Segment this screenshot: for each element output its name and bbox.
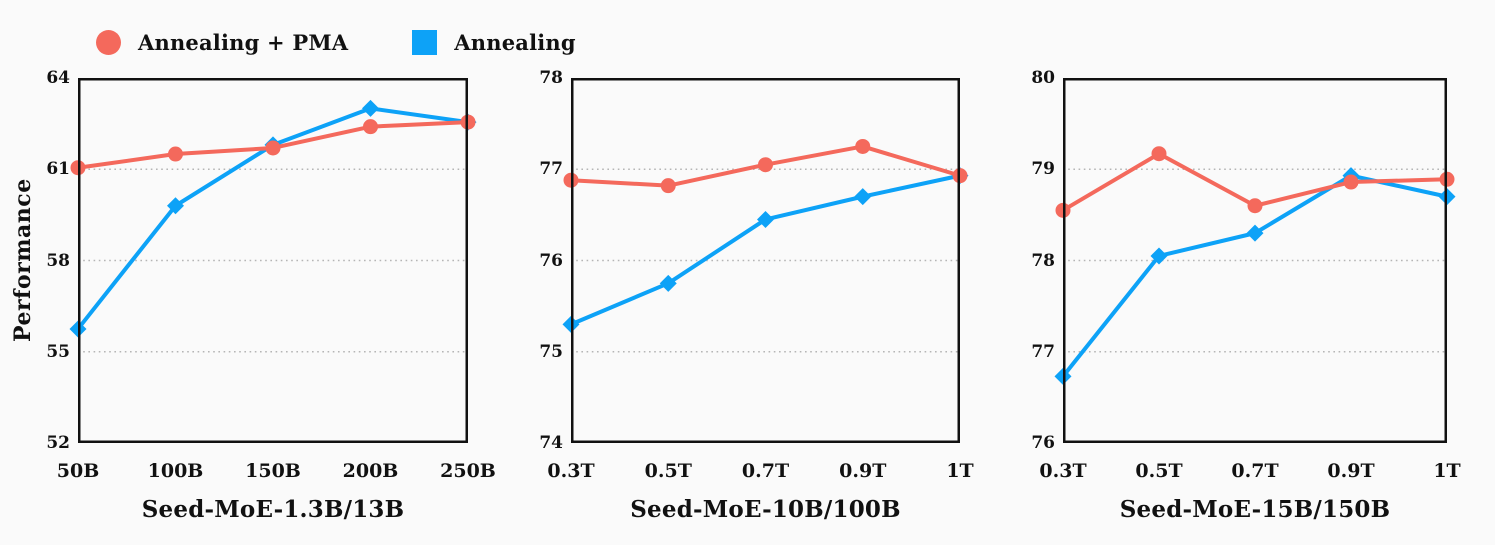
legend-label: Annealing + PMA: [138, 30, 349, 55]
x-tick-label: 0.3T: [1039, 460, 1087, 482]
circle-marker-icon: [758, 157, 773, 173]
chart-panel-seed-moe-15b: Seed-MoE-15B/150B 76 77 78 79 80 0.3T 0.5T 0.7T…: [1031, 68, 1460, 523]
legend-label: Annealing: [454, 30, 576, 55]
x-tick-label: 50B: [56, 460, 100, 482]
red-circle-marker-icon: [96, 30, 121, 55]
y-tick-label: 52: [46, 433, 70, 453]
y-tick-label: 61: [46, 159, 70, 180]
axis-frame: [78, 78, 468, 443]
legend-item-annealing-pma: Annealing + PMA: [96, 30, 348, 55]
x-tick-label: 0.5T: [644, 460, 692, 482]
diamond-marker-icon: [362, 99, 379, 117]
x-tick-label: 200B: [342, 460, 399, 482]
circle-marker-icon: [168, 146, 183, 162]
axis-frame: [571, 78, 960, 443]
circle-marker-icon: [363, 119, 378, 135]
circle-marker-icon: [1343, 174, 1359, 190]
x-tick-label: 150B: [245, 460, 301, 482]
x-tick-label: 100B: [147, 460, 204, 482]
x-tick-label: 1T: [946, 460, 974, 482]
x-tick-label: 0.5T: [1135, 460, 1183, 482]
y-tick-label: 78: [539, 68, 563, 88]
axis-frame: [1063, 78, 1447, 443]
x-tick-label: 0.7T: [741, 460, 790, 482]
circle-marker-icon: [855, 138, 871, 154]
chart-title: Seed-MoE-1.3B/13B: [141, 496, 405, 523]
y-tick-label: 80: [1031, 68, 1055, 88]
circle-marker-icon: [265, 140, 281, 156]
y-tick-label: 76: [1031, 433, 1055, 453]
x-tick-label: 0.9T: [1327, 460, 1375, 482]
x-tick-label: 250B: [440, 460, 496, 482]
blue-square-marker-icon: [412, 30, 438, 55]
x-tick-label: 1T: [1433, 460, 1461, 482]
y-tick-label: 64: [46, 68, 70, 88]
plot-canvas: [1054, 78, 1456, 443]
legend: Annealing + PMA Annealing: [96, 30, 576, 55]
y-tick-label: 75: [539, 341, 563, 362]
y-tick-label: 74: [539, 433, 563, 453]
y-tick-label: 58: [46, 250, 70, 271]
x-tick-label: 0.3T: [547, 460, 595, 482]
diamond-marker-icon: [854, 188, 872, 206]
circle-marker-icon: [1151, 146, 1167, 162]
legend-item-annealing: Annealing: [412, 30, 576, 55]
diamond-marker-icon: [167, 197, 184, 215]
chart-panel-seed-moe-1-3b: Performance Seed-MoE-1.3B/13B 52 55 58 61 64…: [10, 68, 496, 523]
diamond-marker-icon: [1150, 247, 1168, 265]
chart-panel-seed-moe-10b: Seed-MoE-10B/100B 74 75 76 77 78 0.3T 0.5T 0.7T…: [539, 68, 973, 523]
x-tick-label: 0.7T: [1231, 460, 1279, 482]
chart-title: Seed-MoE-15B/150B: [1119, 496, 1391, 523]
x-tick-label: 0.9T: [839, 460, 887, 482]
y-tick-label: 79: [1031, 159, 1055, 180]
diamond-marker-icon: [1246, 224, 1264, 242]
series-line: [569, 173, 962, 327]
y-tick-label: 78: [1031, 250, 1055, 271]
chart-title: Seed-MoE-10B/100B: [630, 496, 901, 523]
circle-marker-icon: [660, 178, 676, 194]
plot-canvas: [69, 78, 477, 443]
y-tick-label: 76: [539, 250, 563, 271]
y-tick-label: 77: [1031, 341, 1055, 362]
circle-marker-icon: [1247, 198, 1263, 214]
y-tick-label: 77: [539, 159, 563, 180]
diamond-marker-icon: [757, 210, 774, 228]
diamond-marker-icon: [659, 274, 677, 292]
plot-canvas: [562, 78, 969, 443]
y-tick-label: 55: [46, 341, 70, 362]
